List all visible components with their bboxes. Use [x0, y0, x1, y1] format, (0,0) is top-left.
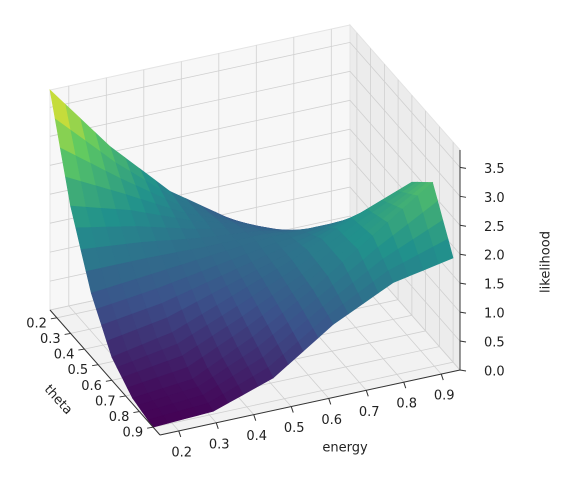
x-tick: [290, 406, 294, 413]
y-tick-label: 0.9: [122, 426, 143, 441]
y-tick-label: 0.5: [67, 363, 88, 378]
y-axis-label: theta: [41, 382, 75, 418]
z-axis-label: likelihood: [539, 231, 554, 293]
y-tick-label: 0.8: [109, 410, 130, 425]
grid-line: [49, 41, 461, 168]
y-tick-label: 0.6: [81, 379, 102, 394]
y-tick-label: 0.7: [95, 394, 116, 409]
x-tick-label: 0.6: [321, 413, 342, 428]
y-tick: [105, 379, 112, 382]
x-tick-label: 0.2: [171, 445, 192, 460]
y-tick: [50, 317, 57, 320]
z-tick-label: 1.0: [484, 307, 505, 322]
x-tick: [365, 390, 369, 397]
y-tick: [119, 395, 126, 398]
z-tick-label: 2.5: [484, 220, 505, 235]
z-tick: [459, 195, 467, 198]
x-tick: [215, 422, 219, 429]
x-tick-label: 0.3: [209, 437, 230, 452]
axes: 0.20.30.40.50.60.70.80.90.20.30.40.50.60…: [26, 150, 505, 460]
x-tick-label: 0.9: [434, 389, 455, 404]
y-tick: [92, 364, 99, 367]
grid-line: [49, 70, 461, 197]
x-tick-label: 0.8: [396, 397, 417, 412]
y-tick-label: 0.3: [40, 332, 61, 347]
z-tick: [459, 253, 467, 256]
z-tick: [459, 340, 467, 343]
y-tick: [147, 426, 154, 429]
y-tick-label: 0.2: [26, 316, 47, 331]
z-tick-label: 1.5: [484, 278, 505, 293]
z-tick: [459, 166, 467, 169]
y-tick: [64, 332, 71, 335]
x-tick-label: 0.7: [359, 405, 380, 420]
x-tick-label: 0.4: [246, 429, 267, 444]
y-tick: [78, 348, 85, 351]
z-tick-label: 3.0: [484, 191, 505, 206]
z-tick: [459, 224, 467, 227]
z-tick: [459, 282, 467, 285]
z-tick: [459, 369, 467, 372]
z-tick-label: 3.5: [484, 162, 505, 177]
y-axis-line: [49, 309, 161, 436]
x-tick: [253, 414, 257, 421]
x-axis-label: energy: [322, 441, 368, 456]
x-tick: [328, 398, 332, 405]
z-tick-label: 2.0: [484, 249, 505, 264]
x-tick: [178, 430, 182, 438]
z-tick-label: 0.5: [484, 336, 505, 351]
surface: [49, 89, 454, 428]
x-tick: [403, 382, 407, 389]
x-axis-line: [159, 369, 461, 436]
y-tick: [133, 411, 140, 414]
x-tick: [440, 373, 444, 381]
z-tick-label: 0.0: [484, 365, 505, 380]
z-tick: [459, 311, 467, 314]
x-tick-label: 0.5: [284, 421, 305, 436]
y-tick-label: 0.4: [54, 348, 75, 363]
